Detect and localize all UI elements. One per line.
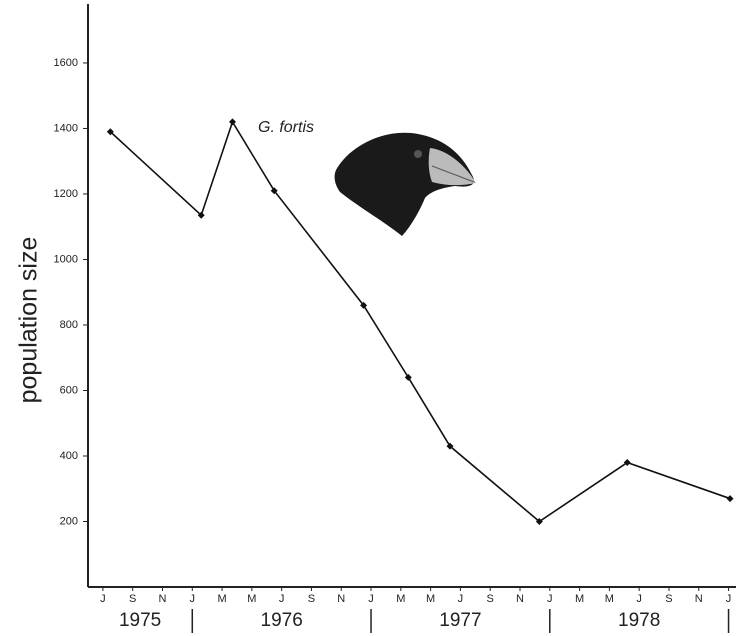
bird-head — [335, 133, 476, 236]
x-tick-label: M — [396, 593, 405, 605]
year-label: 1975 — [119, 610, 161, 631]
data-point — [727, 495, 734, 502]
y-tick-label: 800 — [60, 319, 78, 331]
year-label: 1976 — [261, 610, 303, 631]
x-tick-label: N — [337, 593, 345, 605]
y-tick-label: 1200 — [54, 188, 78, 200]
y-tick-label: 600 — [60, 384, 78, 396]
x-tick-label: N — [516, 593, 524, 605]
x-tick-label: S — [129, 593, 136, 605]
x-tick-label: J — [636, 593, 642, 605]
x-tick-label: S — [487, 593, 494, 605]
y-tick-label: 400 — [60, 450, 78, 462]
x-tick-label: N — [159, 593, 167, 605]
y-tick-label: 1000 — [54, 253, 78, 265]
x-tick-label: J — [726, 593, 732, 605]
data-point — [229, 118, 236, 125]
x-tick-label: M — [575, 593, 584, 605]
x-tick-label: J — [190, 593, 196, 605]
y-tick-label: 1400 — [54, 122, 78, 134]
x-tick-label: N — [695, 593, 703, 605]
x-tick-label: J — [279, 593, 285, 605]
y-tick-label: 200 — [60, 515, 78, 527]
x-tick-label: M — [247, 593, 256, 605]
x-tick-label: J — [547, 593, 553, 605]
x-tick-label: J — [100, 593, 106, 605]
y-tick-label: 1600 — [54, 57, 78, 69]
y-axis-label: population size — [15, 237, 43, 404]
x-tick-label: J — [368, 593, 374, 605]
x-tick-label: S — [665, 593, 672, 605]
x-tick-label: M — [605, 593, 614, 605]
annotation: G. fortis — [258, 119, 314, 136]
x-tick-label: M — [217, 593, 226, 605]
year-label: 1977 — [439, 610, 481, 631]
x-tick-label: S — [308, 593, 315, 605]
year-label: 1978 — [618, 610, 660, 631]
x-tick-label: J — [458, 593, 464, 605]
chart: population size G. fortis 200 400 600 800 10… — [0, 0, 737, 636]
x-tick-label: M — [426, 593, 435, 605]
